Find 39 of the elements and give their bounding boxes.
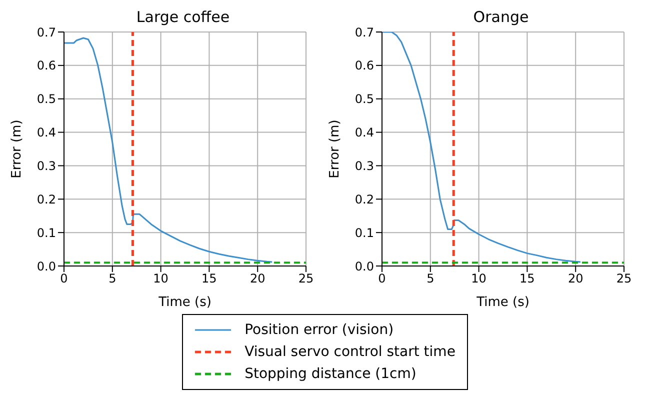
x-tick-label: 10: [471, 272, 486, 286]
y-tick-label: 0.5: [36, 92, 56, 106]
legend-label: Stopping distance (1cm): [244, 366, 416, 382]
y-tick-label: 0.0: [36, 259, 56, 274]
y-axis-title: Error (m): [328, 120, 343, 178]
x-tick-label: 25: [616, 272, 632, 286]
line-series: [64, 37, 273, 263]
x-tick-label: 25: [298, 272, 314, 286]
line-series: [382, 32, 582, 263]
x-tick-label: 20: [250, 272, 266, 286]
y-axis-title: Error (m): [10, 120, 25, 178]
y-tick-label: 0.7: [354, 25, 374, 40]
x-tick-label: 15: [520, 272, 535, 286]
y-tick-label: 0.6: [36, 58, 56, 73]
x-tick-label: 10: [153, 272, 168, 286]
x-tick-label: 5: [426, 272, 434, 286]
y-tick-label: 0.4: [354, 126, 374, 140]
y-tick-label: 0.7: [36, 25, 56, 40]
chart-title: Orange: [472, 8, 530, 26]
y-tick-label: 0.2: [354, 192, 374, 206]
legend-label: Position error (vision): [244, 322, 394, 338]
y-tick-label: 0.6: [354, 58, 374, 73]
x-axis-title: Time (s): [158, 295, 212, 310]
y-tick-label: 0.1: [36, 226, 56, 240]
x-tick-label: 20: [568, 272, 584, 286]
chart-title: Large coffee: [135, 8, 231, 26]
y-tick-label: 0.4: [36, 126, 56, 140]
y-tick-label: 0.1: [354, 226, 374, 240]
x-axis-title: Time (s): [476, 295, 530, 310]
y-tick-label: 0.5: [354, 92, 374, 106]
x-tick-label: 15: [202, 272, 217, 286]
legend-label: Visual servo control start time: [244, 344, 456, 360]
x-tick-label: 0: [60, 272, 68, 286]
x-tick-label: 5: [108, 272, 116, 286]
y-tick-label: 0.2: [36, 192, 56, 206]
x-tick-label: 0: [378, 272, 386, 286]
y-tick-label: 0.0: [354, 259, 374, 274]
y-tick-label: 0.3: [36, 158, 56, 173]
y-tick-label: 0.3: [354, 158, 374, 173]
